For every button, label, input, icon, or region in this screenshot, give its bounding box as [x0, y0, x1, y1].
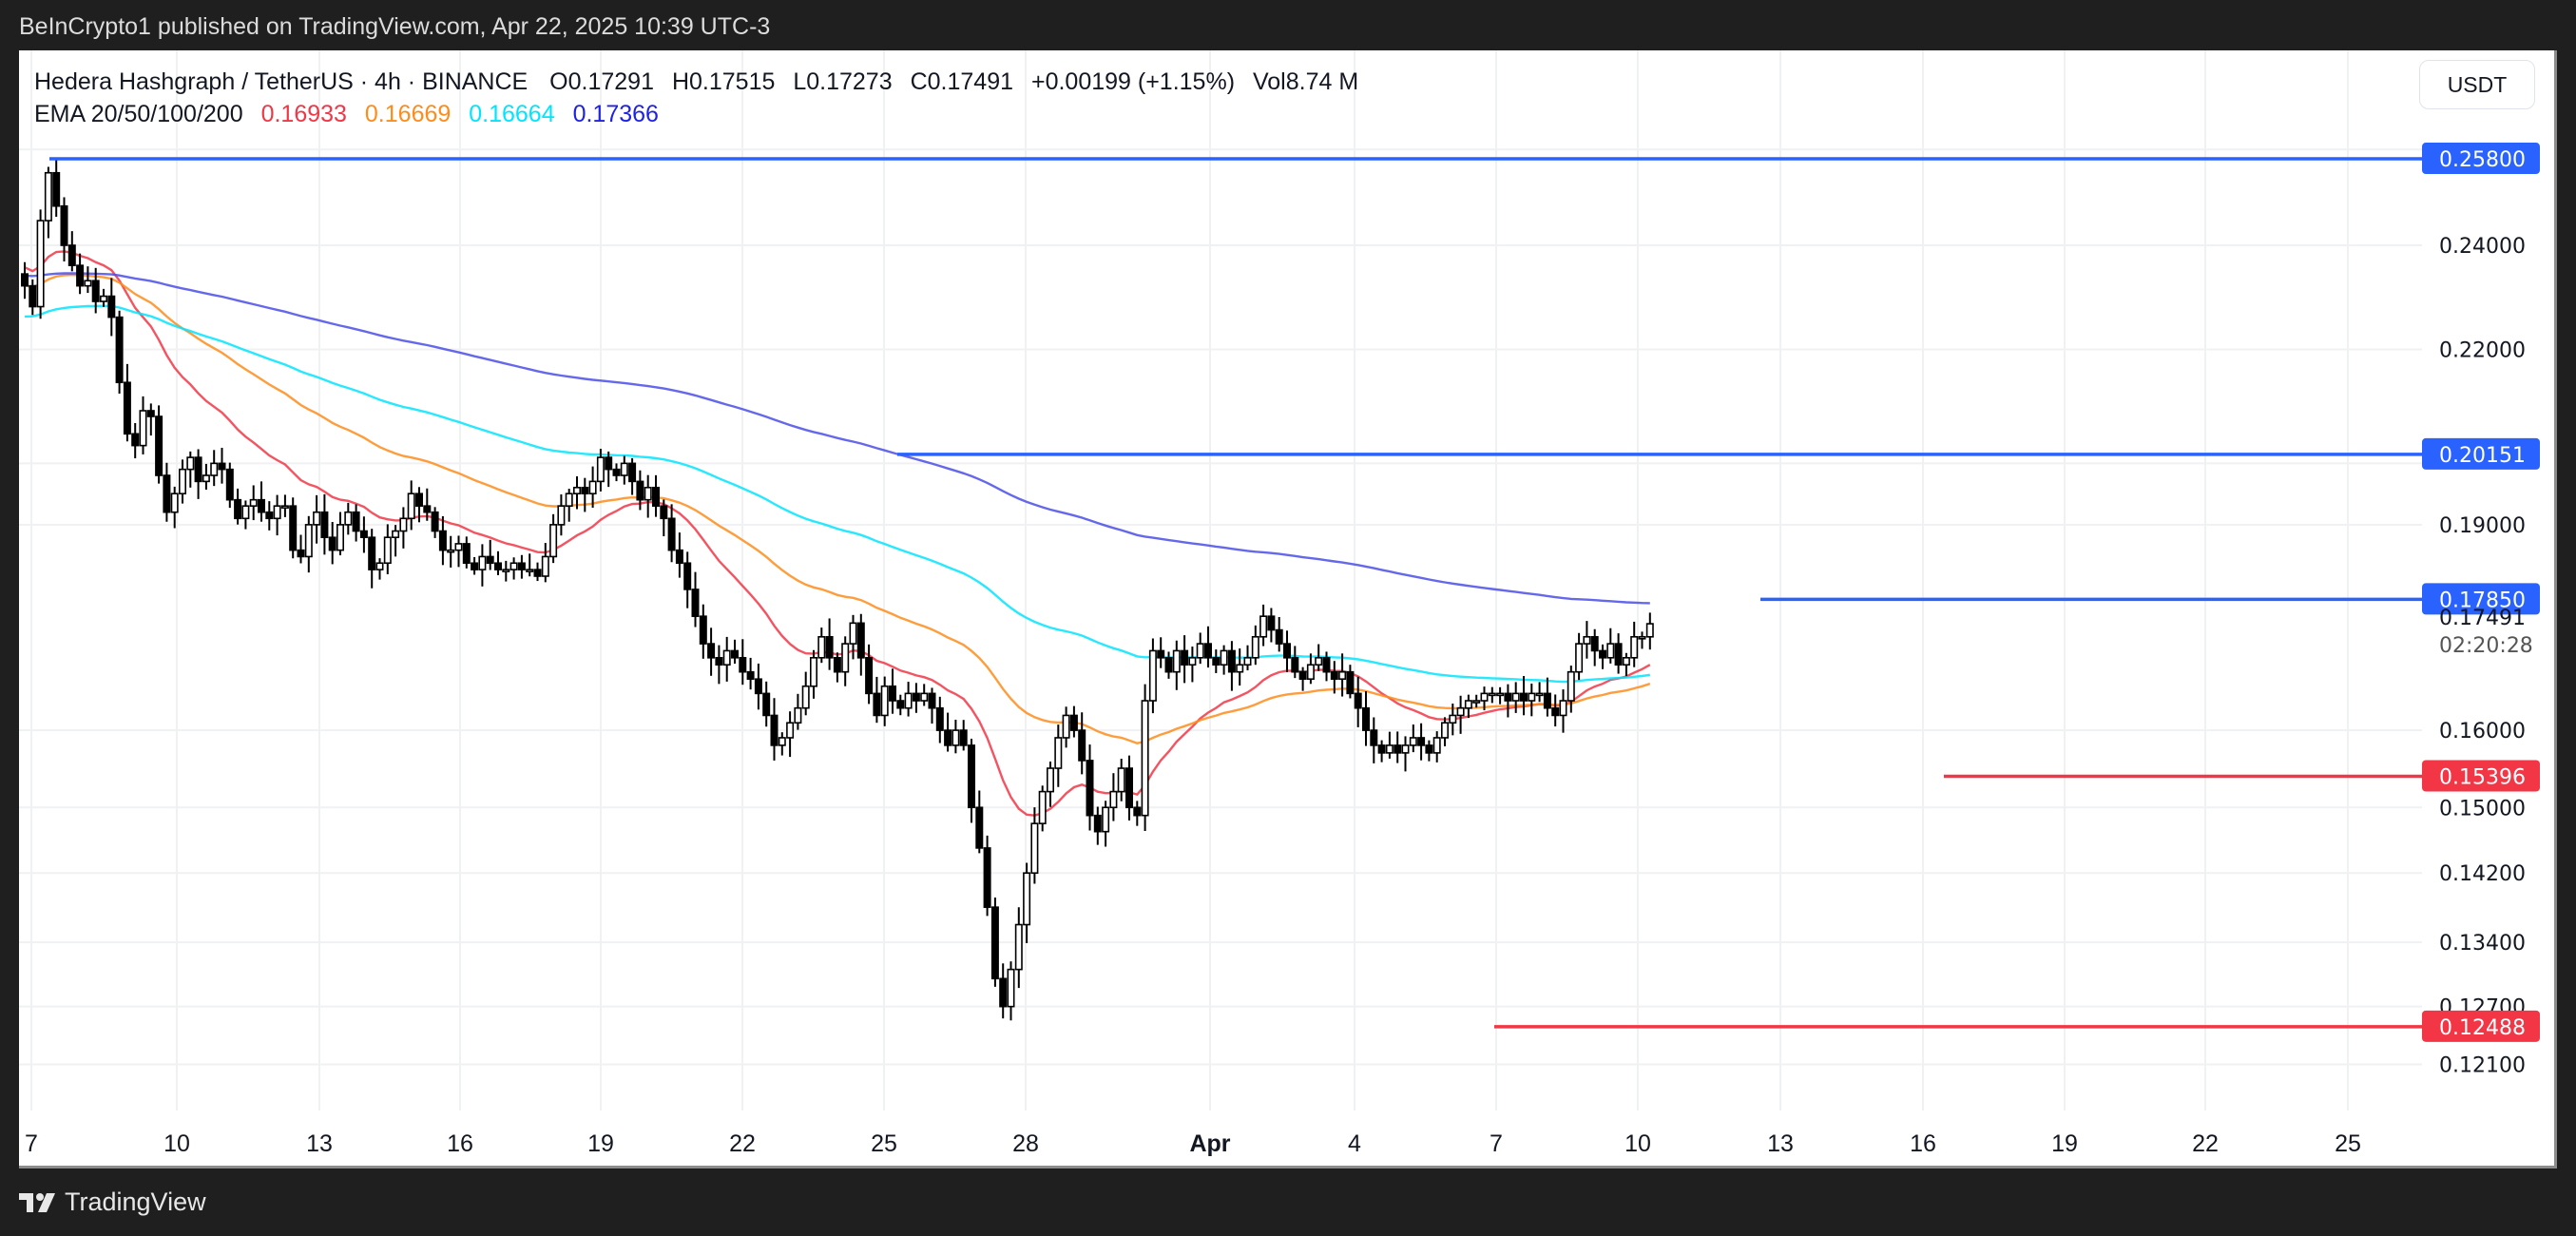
svg-text:13: 13: [1767, 1130, 1794, 1157]
level-tag-0.15396[interactable]: 0.15396: [2422, 760, 2540, 792]
svg-text:0.15396: 0.15396: [2439, 765, 2526, 789]
time-axis[interactable]: 7 10 13 16 19 22 25 28 Apr 4 7 10 13 16 19 22 25: [25, 1130, 2361, 1157]
chart-legend: Hedera Hashgraph / TetherUS · 4h · BINAN…: [34, 66, 1370, 130]
svg-text:25: 25: [871, 1130, 897, 1157]
svg-text:16: 16: [1910, 1130, 1936, 1157]
svg-text:13: 13: [306, 1130, 333, 1157]
svg-text:16: 16: [447, 1130, 473, 1157]
horizontal-levels[interactable]: [49, 157, 2422, 1029]
svg-text:0.13400: 0.13400: [2439, 932, 2526, 956]
svg-text:19: 19: [587, 1130, 614, 1157]
symbol-row: Hedera Hashgraph / TetherUS · 4h · BINAN…: [34, 66, 1370, 98]
volume-value: Vol8.74 M: [1252, 68, 1359, 95]
current-price-label: 0.17491: [2439, 607, 2526, 630]
candles: [20, 159, 1654, 1021]
svg-text:28: 28: [1012, 1130, 1039, 1157]
currency-button[interactable]: USDT: [2419, 60, 2535, 109]
level-tag-0.25800[interactable]: 0.25800: [2422, 143, 2540, 175]
svg-text:0.14200: 0.14200: [2439, 862, 2526, 886]
svg-text:0.12488: 0.12488: [2439, 1016, 2526, 1040]
ema50-value: 0.16669: [364, 101, 452, 127]
svg-text:4: 4: [1348, 1130, 1361, 1157]
svg-text:0.15000: 0.15000: [2439, 797, 2526, 821]
bar-countdown: 02:20:28: [2439, 634, 2533, 658]
level-tag-0.20151[interactable]: 0.20151: [2422, 437, 2540, 470]
svg-text:22: 22: [2192, 1130, 2219, 1157]
svg-text:0.16000: 0.16000: [2439, 720, 2526, 744]
svg-text:Apr: Apr: [1189, 1130, 1230, 1157]
price-chart[interactable]: 0.24000 0.22000 0.19000 0.16000 0.15000 0.142…: [19, 50, 2554, 1166]
tradingview-brand: TradingView: [65, 1188, 206, 1216]
tradingview-logo-icon: [19, 1192, 55, 1212]
level-tag-0.17850[interactable]: 0.17850: [2422, 583, 2540, 615]
svg-text:19: 19: [2051, 1130, 2078, 1157]
low-value: L0.17273: [793, 68, 893, 95]
price-axis[interactable]: 0.24000 0.22000 0.19000 0.16000 0.15000 0.142…: [2422, 143, 2540, 1078]
svg-text:0.17850: 0.17850: [2439, 589, 2526, 612]
svg-text:0.19000: 0.19000: [2439, 514, 2526, 538]
svg-text:0.20151: 0.20151: [2439, 444, 2526, 468]
svg-text:0.25800: 0.25800: [2439, 148, 2526, 172]
ema20-value: 0.16933: [260, 101, 347, 127]
publish-bar: BeInCrypto1 published on TradingView.com…: [19, 13, 771, 40]
level-tag-0.12488[interactable]: 0.12488: [2422, 1010, 2540, 1042]
svg-text:22: 22: [729, 1130, 756, 1157]
open-value: O0.17291: [549, 68, 654, 95]
svg-text:10: 10: [163, 1130, 190, 1157]
ema100-value: 0.16664: [469, 101, 555, 127]
svg-text:25: 25: [2335, 1130, 2361, 1157]
svg-text:0.24000: 0.24000: [2439, 235, 2526, 259]
ema200-value: 0.17366: [572, 101, 659, 127]
svg-text:10: 10: [1624, 1130, 1651, 1157]
high-value: H0.17515: [671, 68, 776, 95]
close-value: C0.17491: [910, 68, 1014, 95]
ema-row: EMA 20/50/100/200 0.16933 0.16669 0.1666…: [34, 98, 1370, 130]
svg-text:7: 7: [1490, 1130, 1503, 1157]
ema-label[interactable]: EMA 20/50/100/200: [34, 101, 243, 127]
svg-text:0.12100: 0.12100: [2439, 1054, 2526, 1078]
symbol-title[interactable]: Hedera Hashgraph / TetherUS · 4h · BINAN…: [34, 68, 529, 95]
tradingview-logo[interactable]: TradingView: [19, 1188, 206, 1217]
svg-text:7: 7: [25, 1130, 38, 1157]
chart-panel[interactable]: 0.24000 0.22000 0.19000 0.16000 0.15000 0.142…: [19, 50, 2557, 1168]
change-value: +0.00199 (+1.15%): [1030, 68, 1236, 95]
grid-lines: [19, 50, 2422, 1110]
svg-text:0.22000: 0.22000: [2439, 338, 2526, 362]
